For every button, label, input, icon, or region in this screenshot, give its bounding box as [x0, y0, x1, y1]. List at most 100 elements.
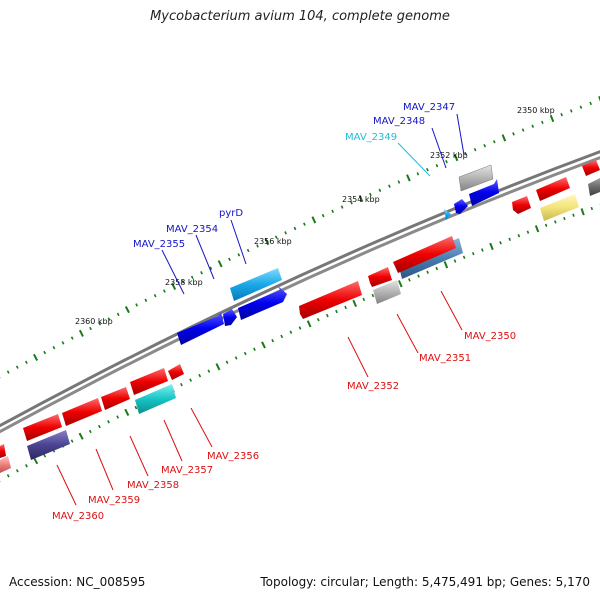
outer-ring-tick [135, 303, 139, 307]
outer-ring-tick [144, 298, 148, 302]
feature-MAV_2354[interactable] [238, 286, 287, 320]
outer-ring-tick [78, 329, 84, 337]
feature-MAV_2354-small[interactable] [223, 309, 237, 326]
inner-ring-tick [534, 225, 540, 233]
label-MAV_2350[interactable]: MAV_2350 [464, 331, 516, 342]
inner-ring-tick [526, 230, 530, 234]
label-MAV_2356[interactable]: MAV_2356 [207, 451, 259, 462]
outer-ring-tick [70, 336, 74, 340]
label-MAV_2351[interactable]: MAV_2351 [419, 353, 471, 364]
outer-ring-tick [350, 201, 353, 205]
feature-MAV_2359[interactable] [62, 398, 102, 426]
feature-MAV_2351-red[interactable] [368, 267, 392, 287]
feature-MAV_2356[interactable] [168, 364, 184, 380]
label-MAV_2358[interactable]: MAV_2358 [127, 480, 179, 491]
outer-ring-tick [6, 370, 10, 374]
inner-ring-tick [580, 208, 585, 216]
map-title: Mycobacterium avium 104, complete genome [150, 9, 450, 24]
outer-ring-tick [124, 306, 130, 314]
outer-ring-tick [15, 365, 19, 369]
kbp-label-2358: 2358 kbp [165, 278, 203, 287]
label-MAV_2357[interactable]: MAV_2357 [161, 465, 213, 476]
inner-ring-tick [261, 341, 266, 349]
accession-text: Accession: NC_008595 [9, 575, 146, 589]
inner-ring-tick [344, 305, 347, 310]
inner-ring-tick [563, 216, 566, 221]
feature-MAV_2355[interactable] [177, 312, 224, 345]
genome-summary-text: Topology: circular; Length: 5,475,491 bp… [260, 575, 590, 589]
feature-MAV_2360-purple[interactable] [27, 430, 70, 460]
label-MAV_2355[interactable]: MAV_2355 [133, 239, 185, 250]
outer-ring-tick [43, 350, 47, 355]
outer-ring-tick [397, 180, 401, 184]
label-MAV_2348[interactable]: MAV_2348 [373, 116, 425, 127]
outer-ring-tick [33, 353, 39, 361]
feature-far-right-red[interactable] [582, 160, 600, 176]
inner-ring-tick [243, 351, 247, 356]
label-MAV_2352[interactable]: MAV_2352 [347, 381, 399, 392]
outer-ring-tick [579, 105, 583, 109]
outer-ring-tick [589, 101, 592, 106]
label-MAV_2359[interactable]: MAV_2359 [88, 495, 140, 506]
kbp-label-2356: 2356 kbp [254, 237, 292, 246]
feature-MAV_2347[interactable] [458, 164, 494, 192]
feature-MAV_2357[interactable] [130, 368, 168, 395]
outer-ring-tick [264, 237, 270, 246]
outer-ring-tick [569, 109, 573, 113]
inner-ring-tick [134, 405, 138, 410]
outer-ring-tick [331, 209, 335, 214]
outer-ring-tick [321, 213, 325, 218]
inner-ring-tick [124, 408, 130, 416]
label-MAV_2354[interactable]: MAV_2354 [166, 224, 218, 235]
feature-MAV_2348-small[interactable] [454, 199, 468, 214]
feature-right-red-large[interactable] [536, 177, 570, 201]
kbp-label-2352: 2352 kbp [430, 151, 468, 160]
genome-backbone [0, 150, 600, 434]
feature-MAV_2351[interactable] [373, 280, 401, 304]
feature-MAV_2349[interactable] [444, 209, 451, 220]
inner-ring-tick [116, 415, 120, 419]
outer-ring-tick [274, 235, 278, 239]
inner-ring-tick [371, 293, 375, 298]
inner-ring-tick [325, 313, 329, 318]
feature-far-right-grey[interactable] [588, 178, 600, 196]
feature-MAV_2350-top[interactable] [393, 236, 456, 273]
inner-ring-tick [234, 356, 238, 360]
outer-ring-tick [246, 248, 250, 253]
feature-MAV_2358[interactable] [101, 387, 130, 410]
feature-left-edge-red[interactable] [0, 444, 6, 458]
outer-ring-tick [107, 317, 111, 321]
outer-ring-tick [153, 293, 157, 298]
inner-ring-tick [215, 363, 221, 371]
feature-pyrD[interactable] [230, 268, 282, 301]
inner-ring-tick [6, 474, 10, 478]
label-MAV_2349[interactable]: MAV_2349 [345, 132, 397, 143]
feature-right-red-small[interactable] [512, 196, 531, 214]
label-pyrD[interactable]: pyrD [219, 208, 243, 219]
inner-ring-tick [517, 234, 521, 238]
outer-ring-tick [209, 266, 213, 270]
outer-ring-tick [416, 172, 420, 176]
kbp-label-2360: 2360 kbp [75, 317, 113, 326]
feature-MAV_2357-teal[interactable] [135, 384, 176, 414]
inner-ring-tick [189, 378, 193, 382]
feature-MAV_2352[interactable] [299, 281, 362, 319]
label-MAV_2360[interactable]: MAV_2360 [52, 511, 104, 522]
label-MAV_2347[interactable]: MAV_2347 [403, 102, 455, 113]
feature-MAV_2360[interactable] [23, 414, 62, 441]
outer-ring-tick [293, 226, 297, 231]
inner-ring-tick [78, 432, 84, 440]
inner-ring-tick [97, 424, 101, 429]
outer-ring-tick [369, 192, 372, 197]
outer-ring-tick [358, 194, 364, 203]
feature-right-yellow[interactable] [540, 194, 579, 221]
inner-ring-tick [544, 223, 548, 227]
inner-tick-ring [0, 203, 600, 483]
outer-ring-tick [464, 151, 467, 156]
outer-ring-tick [217, 260, 223, 268]
inner-ring-tick [70, 439, 74, 443]
feature-MAV_2348[interactable] [469, 179, 499, 206]
outer-ring-tick [445, 159, 448, 164]
feature-left-edge-pink[interactable] [0, 456, 11, 473]
